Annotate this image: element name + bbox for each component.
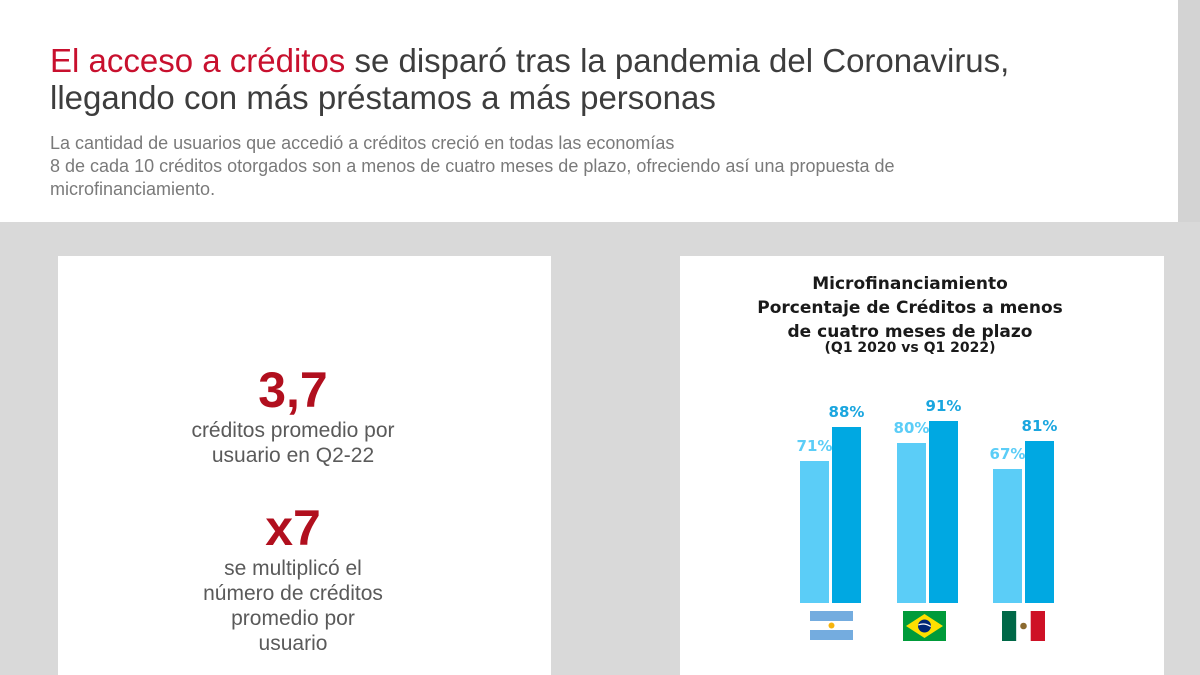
mexico-flag-icon bbox=[1002, 611, 1045, 641]
credits-label-line2: usuario en Q2-22 bbox=[211, 444, 375, 467]
multiplier-label-line1: se multiplicó el bbox=[224, 557, 362, 580]
bar-méxico-q1-2022 bbox=[1025, 441, 1054, 603]
bar-brasil-q1-2020 bbox=[897, 443, 926, 603]
chart-period: (Q1 2020 vs Q1 2022) bbox=[824, 340, 996, 356]
multiplier-label-line3: promedio por bbox=[231, 607, 355, 630]
credits-label-line1: créditos promedio por bbox=[191, 419, 395, 442]
subtitle: La cantidad de usuarios que accedió a cr… bbox=[50, 132, 1150, 201]
data-label-brasil-q1-2020: 80% bbox=[894, 419, 930, 437]
multiplier-label-line2: número de créditos bbox=[203, 582, 383, 605]
stats-panel bbox=[58, 256, 551, 675]
argentina-flag-icon bbox=[810, 611, 853, 640]
brazil-flag-icon bbox=[903, 611, 946, 641]
data-label-méxico-q1-2020: 67% bbox=[990, 445, 1026, 463]
subtitle-line-3: microfinanciamiento. bbox=[50, 179, 216, 199]
multiplier-value: x7 bbox=[265, 500, 321, 556]
multiplier-label-line4: usuario bbox=[258, 632, 328, 655]
subtitle-line-2: 8 de cada 10 créditos otorgados son a me… bbox=[50, 156, 895, 176]
chart-title-line3: de cuatro meses de plazo bbox=[787, 322, 1033, 342]
data-label-argentina-q1-2022: 88% bbox=[829, 403, 865, 421]
bar-argentina-q1-2020 bbox=[800, 461, 829, 603]
chart-title-line2: Porcentaje de Créditos a menos bbox=[757, 298, 1063, 318]
data-label-méxico-q1-2022: 81% bbox=[1022, 417, 1058, 435]
bar-chart: 71% 88% 80% 91% 67% 81% bbox=[797, 397, 1058, 603]
decorative-strip bbox=[1178, 0, 1200, 222]
data-label-argentina-q1-2020: 71% bbox=[797, 437, 833, 455]
bar-méxico-q1-2020 bbox=[993, 469, 1022, 603]
data-label-brasil-q1-2022: 91% bbox=[926, 397, 962, 415]
bar-argentina-q1-2022 bbox=[832, 427, 861, 603]
chart-title: Microfinanciamiento Porcentaje de Crédit… bbox=[740, 272, 1080, 344]
credits-stat: 3,7 créditos promedio por usuario en Q2-… bbox=[170, 362, 416, 468]
subtitle-line-1: La cantidad de usuarios que accedió a cr… bbox=[50, 133, 675, 153]
credits-value: 3,7 bbox=[258, 362, 328, 418]
bar-brasil-q1-2022 bbox=[929, 421, 958, 603]
page-title: El acceso a créditos se disparó tras la … bbox=[50, 42, 1170, 116]
header: El acceso a créditos se disparó tras la … bbox=[0, 0, 1200, 222]
title-line2: llegando con más préstamos a más persona… bbox=[50, 79, 716, 116]
title-rest: se disparó tras la pandemia del Coronavi… bbox=[345, 42, 1010, 79]
multiplier-stat: x7 se multiplicó el número de créditos p… bbox=[170, 500, 416, 656]
title-accent: El acceso a créditos bbox=[50, 42, 346, 79]
chart-title-line1: Microfinanciamiento bbox=[812, 274, 1008, 294]
